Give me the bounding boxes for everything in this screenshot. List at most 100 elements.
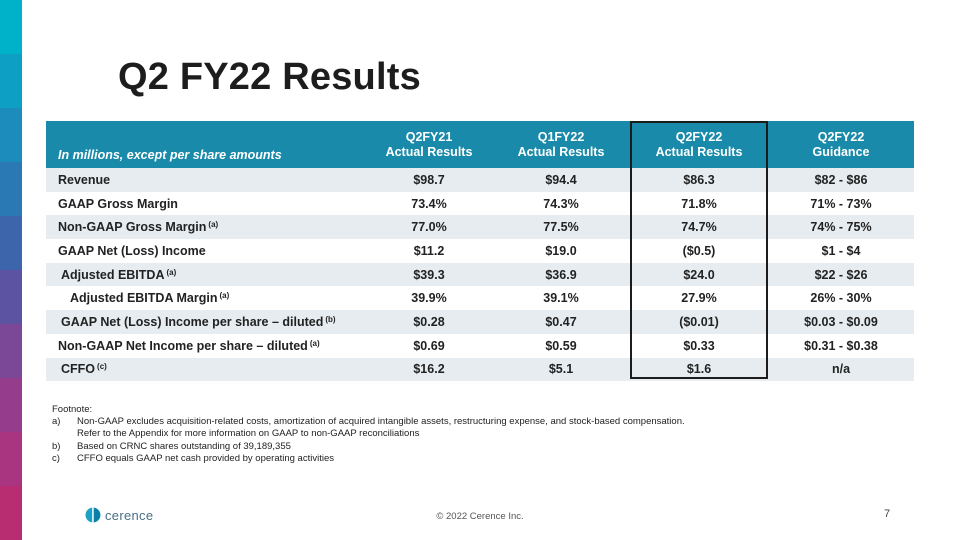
row-label: Revenue [46,168,366,192]
footnote-heading: Footnote: [52,404,93,415]
footnote-letter: a) [52,416,61,428]
table-cell: $39.3 [366,262,492,287]
column-header: Q2FY22 Actual Results [630,121,768,168]
row-label-text: GAAP Net (Loss) Income [58,243,206,258]
row-label-text: Revenue [58,172,111,187]
table-cell: $0.59 [545,338,577,353]
page-number: 7 [884,508,891,520]
table-cell: $19.0 [545,243,577,258]
table-cell: $0.28 [366,310,492,334]
table-cell: $5.1 [492,357,630,382]
table-cell: n/a [768,357,914,382]
footnote-marker: (a) [309,338,320,348]
side-bar-segment [0,378,22,432]
table-cell: 74% - 75% [768,215,914,240]
row-label: Non-GAAP Gross Margin (a) [46,215,366,240]
table-cell: $24.0 [630,262,768,287]
table-cell: ($0.5) [682,243,716,258]
column-header-period: Q2FY22 [817,129,865,144]
footnote-marker: (a) [208,220,219,230]
side-bar-segment [0,216,22,270]
table-row: Non-GAAP Net Income per share – diluted(… [46,334,914,358]
table-cell: $0.31 - $0.38 [804,338,878,353]
table-cell: $0.69 [413,338,445,353]
footnote: Footnote: a) Non-GAAP excludes acquisitio… [52,404,685,465]
results-table: In millions, except per share amounts Q2… [46,121,914,382]
table-cell: $98.7 [366,168,492,192]
table-cell: 77.0% [366,215,492,240]
cerence-logo: cerence [85,507,153,523]
side-bar-segment [0,108,22,162]
column-header-type: Actual Results [385,144,473,159]
table-row: Adjusted EBITDA (a) $39.3 $36.9 $24.0 $22 - $… [46,262,914,287]
side-bar-segment [0,432,22,486]
table-cell: $16.2 [366,357,492,382]
column-header-type: Guidance [812,144,870,159]
footnote-text: Based on CRNC shares outstanding of 39,1… [77,440,291,452]
table-row: Revenue $98.7 $94.4 $86.3 $82 - $86 [46,168,914,192]
table-row: Adjusted EBITDA Margin (a) 39.9% 39.1% 27.9%… [46,286,914,310]
column-header-period: Q2FY22 [675,129,723,144]
row-label: Non-GAAP Net Income per share – diluted(… [46,334,366,358]
footnote-letter: b) [52,440,61,452]
table-cell: 39.9% [411,291,447,306]
table-cell: $11.2 [413,243,445,258]
footnote-item: b) Based on CRNC shares outstanding of 39… [52,441,685,453]
footnote-marker: (b) [325,314,336,324]
table-header-row: In millions, except per share amounts Q2… [46,121,914,168]
corner-label: In millions, except per share amounts [46,121,366,168]
table-row: CFFO (c) $16.2 $5.1 $1.6 n/a [46,357,914,382]
table-cell: $1.6 [630,357,768,382]
table-cell: 71% - 73% [810,196,872,211]
table-cell: $86.3 [630,168,768,192]
side-bar-segment [0,270,22,324]
column-header: Q1FY22 Actual Results [492,121,630,168]
row-label: GAAP Net (Loss) Income per share – dilut… [46,310,366,334]
column-header: Q2FY21 Actual Results [366,121,492,168]
footnote-marker: (a) [166,267,177,277]
table-cell: $82 - $86 [768,168,914,192]
footnote-item: c) CFFO equals GAAP net cash provided by … [52,453,685,465]
side-bar-segment [0,162,22,216]
table-cell: 26% - 30% [810,291,872,306]
column-header-type: Actual Results [655,144,743,159]
logo-wordmark: cerence [105,507,154,523]
table-cell: $0.03 - $0.09 [768,310,914,334]
row-label-text: Non-GAAP Net Income per share – diluted [58,338,308,353]
table-cell: 74.3% [543,196,579,211]
footnote-letter: c) [52,452,60,464]
row-label: GAAP Gross Margin [46,192,366,216]
row-label: Adjusted EBITDA (a) [46,262,366,287]
slide-title: Q2 FY22 Results [118,56,421,98]
table-cell: 27.9% [681,291,717,306]
table-cell: $0.33 [683,338,715,353]
table-row: Non-GAAP Gross Margin (a) 77.0% 77.5% 74.7% 7… [46,215,914,240]
copyright-text: © 2022 Cerence Inc. [436,511,524,522]
table-cell: 74.7% [630,215,768,240]
table-cell: 39.1% [543,291,579,306]
footnote-text: Non-GAAP excludes acquisition-related co… [77,416,685,428]
column-header-period: Q2FY21 [405,129,453,144]
footnote-item: a) Non-GAAP excludes acquisition-related … [52,416,685,428]
cerence-logo-icon [85,507,101,523]
row-label: Adjusted EBITDA Margin (a) [46,286,366,310]
row-label-text: Non-GAAP Gross Margin [58,220,207,235]
row-label-text: GAAP Net (Loss) Income per share – dilut… [61,314,324,329]
row-label: GAAP Net (Loss) Income [46,239,366,263]
side-bar-segment [0,324,22,378]
footnote-continuation: Refer to the Appendix for more informati… [77,428,420,440]
footnote-text: CFFO equals GAAP net cash provided by op… [77,452,334,464]
table-cell: $22 - $26 [768,262,914,287]
side-bar-segment [0,0,22,54]
table-cell: 71.8% [681,196,717,211]
row-label-text: Adjusted EBITDA [61,267,165,282]
table-cell: 73.4% [411,196,447,211]
row-label: CFFO (c) [46,357,366,382]
column-header-period: Q1FY22 [537,129,585,144]
column-header: Q2FY22 Guidance [768,121,914,168]
footnote-marker: (c) [97,362,107,372]
side-bar-segment [0,54,22,108]
table-cell: ($0.01) [630,310,768,334]
row-label-text: Adjusted EBITDA Margin [70,291,218,306]
table-cell: $36.9 [492,262,630,287]
